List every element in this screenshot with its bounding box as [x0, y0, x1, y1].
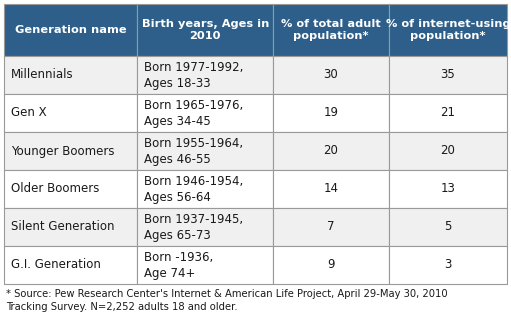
Bar — [4, 56, 137, 94]
Text: Silent Generation: Silent Generation — [11, 220, 114, 233]
Bar — [389, 246, 507, 284]
Bar — [137, 4, 273, 56]
Bar — [273, 4, 389, 56]
Bar — [273, 208, 389, 246]
Text: Older Boomers: Older Boomers — [11, 183, 99, 196]
Text: Birth years, Ages in
2010: Birth years, Ages in 2010 — [142, 19, 269, 41]
Text: 30: 30 — [323, 69, 338, 82]
Bar — [273, 56, 389, 94]
Bar — [389, 4, 507, 56]
Bar — [137, 170, 273, 208]
Text: 5: 5 — [444, 220, 452, 233]
Bar — [137, 208, 273, 246]
Text: Born 1977-1992,
Ages 18-33: Born 1977-1992, Ages 18-33 — [144, 60, 244, 89]
Bar — [389, 132, 507, 170]
Bar — [4, 246, 137, 284]
Text: 21: 21 — [440, 107, 455, 120]
Bar — [389, 56, 507, 94]
Text: 20: 20 — [323, 145, 338, 158]
Bar — [389, 170, 507, 208]
Text: 13: 13 — [440, 183, 455, 196]
Text: 19: 19 — [323, 107, 338, 120]
Text: % of total adult
population*: % of total adult population* — [281, 19, 381, 41]
Bar — [4, 170, 137, 208]
Bar — [4, 132, 137, 170]
Text: 14: 14 — [323, 183, 338, 196]
Bar — [137, 56, 273, 94]
Text: 35: 35 — [440, 69, 455, 82]
Text: * Source: Pew Research Center's Internet & American Life Project, April 29-May 3: * Source: Pew Research Center's Internet… — [6, 289, 448, 312]
Bar — [273, 246, 389, 284]
Bar — [389, 208, 507, 246]
Bar — [273, 132, 389, 170]
Bar — [4, 94, 137, 132]
Text: Millennials: Millennials — [11, 69, 74, 82]
Text: 9: 9 — [327, 258, 335, 271]
Text: 20: 20 — [440, 145, 455, 158]
Text: Born 1946-1954,
Ages 56-64: Born 1946-1954, Ages 56-64 — [144, 175, 244, 203]
Bar — [137, 246, 273, 284]
Text: G.I. Generation: G.I. Generation — [11, 258, 101, 271]
Bar — [4, 4, 137, 56]
Bar — [4, 208, 137, 246]
Text: Born -1936,
Age 74+: Born -1936, Age 74+ — [144, 251, 214, 280]
Text: 3: 3 — [444, 258, 452, 271]
Text: Gen X: Gen X — [11, 107, 47, 120]
Bar — [389, 94, 507, 132]
Bar — [273, 94, 389, 132]
Text: % of internet-using
population*: % of internet-using population* — [386, 19, 510, 41]
Text: Born 1937-1945,
Ages 65-73: Born 1937-1945, Ages 65-73 — [144, 213, 243, 241]
Text: Younger Boomers: Younger Boomers — [11, 145, 114, 158]
Bar — [137, 132, 273, 170]
Text: Generation name: Generation name — [15, 25, 126, 35]
Text: Born 1955-1964,
Ages 46-55: Born 1955-1964, Ages 46-55 — [144, 136, 243, 165]
Text: 7: 7 — [327, 220, 335, 233]
Bar — [273, 170, 389, 208]
Text: Born 1965-1976,
Ages 34-45: Born 1965-1976, Ages 34-45 — [144, 98, 244, 127]
Bar — [137, 94, 273, 132]
